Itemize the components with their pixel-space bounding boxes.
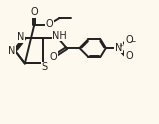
Text: N: N [17,32,25,42]
Text: N: N [8,46,15,56]
Text: −: − [129,37,135,46]
Text: +: + [118,43,124,48]
Text: O: O [125,51,133,61]
Text: NH: NH [52,31,67,41]
Text: O: O [31,7,38,17]
Text: N: N [115,43,122,53]
Text: O: O [125,35,133,45]
Text: O: O [46,19,53,29]
Text: O: O [49,52,57,62]
Text: S: S [41,62,47,72]
